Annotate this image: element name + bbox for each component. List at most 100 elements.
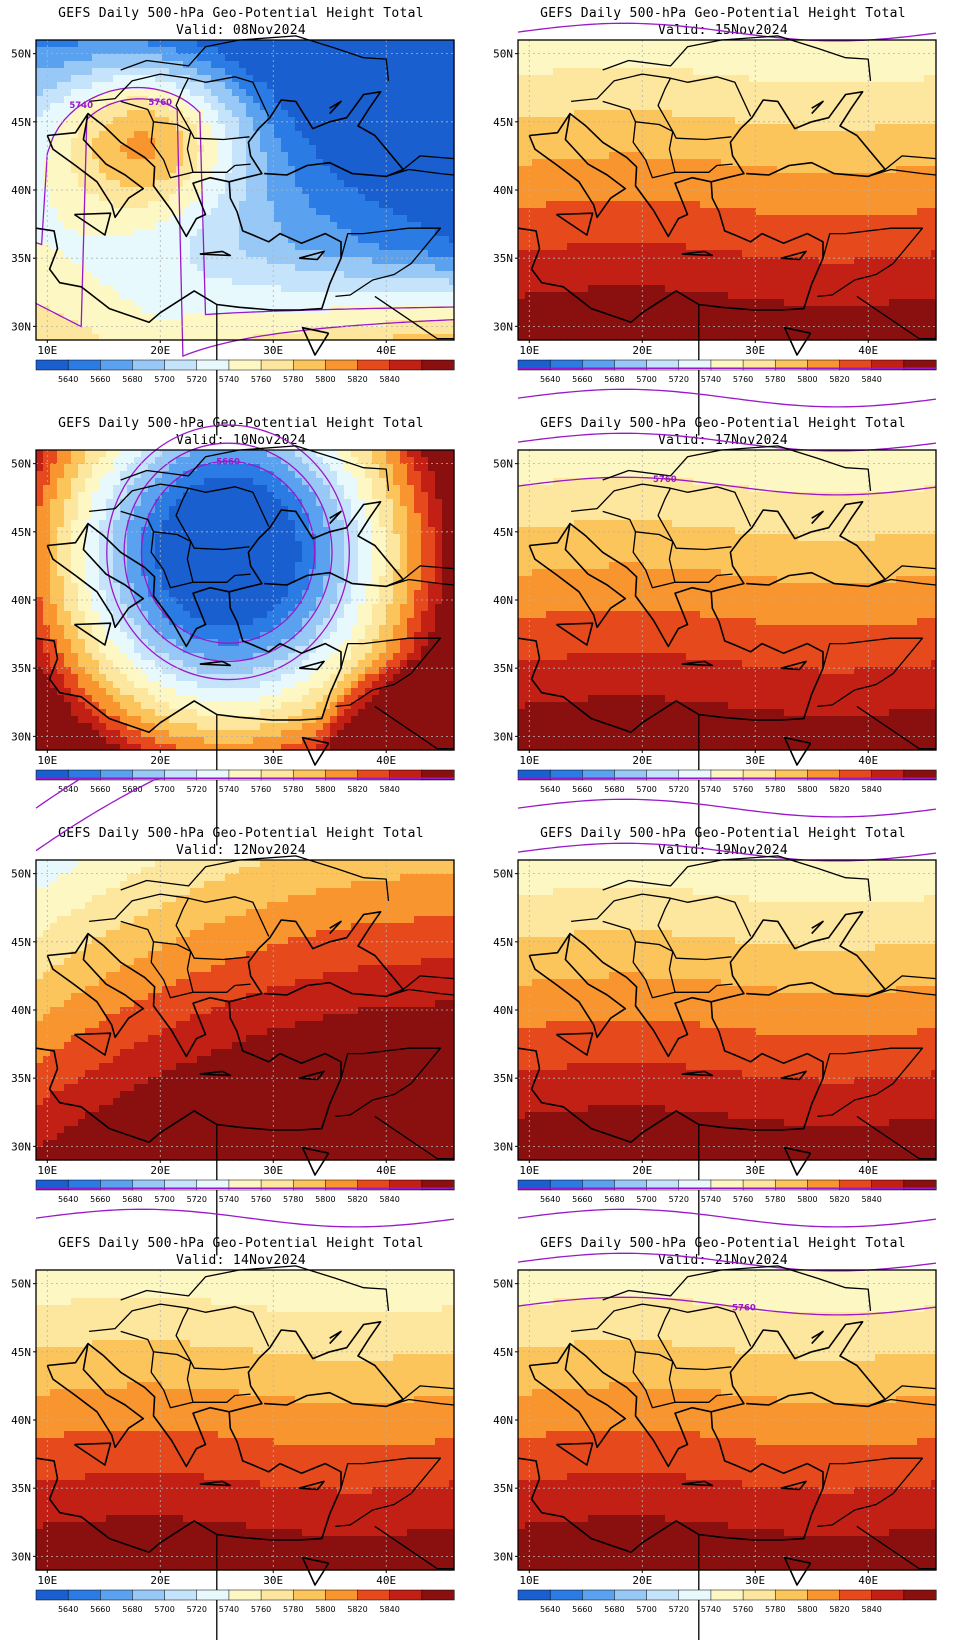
height-fill-cell [574,159,582,167]
height-fill-cell [330,75,338,83]
height-fill-cell [721,229,729,237]
height-fill-cell [253,285,261,293]
height-fill-cell [917,271,925,279]
height-fill-cell [560,138,568,146]
height-fill-cell [351,306,359,314]
height-fill-cell [232,47,240,55]
height-fill-cell [267,208,275,216]
height-fill-cell [183,138,191,146]
height-fill-cell [428,180,436,188]
height-fill-cell [679,285,687,293]
height-fill-cell [253,320,261,328]
height-fill-cell [693,145,701,153]
height-fill-cell [763,68,771,76]
height-fill-cell [931,180,937,188]
height-fill-cell [665,306,673,314]
height-fill-cell [686,117,694,125]
height-fill-cell [239,159,247,167]
height-fill-cell [707,124,715,132]
height-fill-cell [113,117,121,125]
height-fill-cell [588,243,596,251]
height-fill-cell [323,194,331,202]
height-fill-cell [889,82,897,90]
height-fill-cell [85,320,93,328]
height-fill-cell [931,229,937,237]
height-fill-cell [302,334,310,341]
height-fill-cell [99,117,107,125]
height-fill-cell [183,285,191,293]
height-fill-cell [302,243,310,251]
height-fill-cell [309,264,317,272]
height-fill-cell [253,75,261,83]
height-fill-cell [393,47,401,55]
height-fill-cell [407,187,415,195]
height-fill-cell [707,82,715,90]
height-fill-cell [309,89,317,97]
height-fill-cell [847,208,855,216]
height-fill-cell [330,103,338,111]
height-fill-cell [896,47,904,55]
height-fill-cell [141,152,149,160]
height-fill-cell [763,117,771,125]
height-fill-cell [428,138,436,146]
height-fill-cell [134,236,142,244]
height-fill-cell [672,194,680,202]
height-fill-cell [372,278,380,286]
height-fill-cell [812,257,820,265]
height-fill-cell [274,208,282,216]
height-fill-cell [707,145,715,153]
height-fill-cell [393,152,401,160]
height-fill-cell [518,117,526,125]
height-fill-cell [428,208,436,216]
height-fill-cell [826,173,834,181]
height-fill-cell [337,222,345,230]
height-fill-cell [85,313,93,321]
height-fill-cell [442,61,450,69]
height-fill-cell [525,292,533,300]
height-fill-cell [525,201,533,209]
height-fill-cell [190,306,198,314]
height-fill-cell [253,117,261,125]
height-fill-cell [784,285,792,293]
height-fill-cell [225,40,233,48]
height-fill-cell [372,40,380,48]
height-fill-cell [525,166,533,174]
height-fill-cell [302,215,310,223]
height-fill-cell [71,299,79,307]
height-fill-cell [819,271,827,279]
height-fill-cell [428,68,436,76]
height-fill-cell [644,117,652,125]
height-fill-cell [525,152,533,160]
height-fill-cell [43,187,51,195]
height-fill-cell [50,103,58,111]
height-fill-cell [546,159,554,167]
height-fill-cell [875,236,883,244]
height-fill-cell [679,96,687,104]
height-fill-cell [351,257,359,265]
height-fill-cell [43,117,51,125]
height-fill-cell [337,271,345,279]
height-fill-cell [302,40,310,48]
height-fill-cell [728,82,736,90]
height-fill-cell [868,257,876,265]
height-fill-cell [232,201,240,209]
height-fill-cell [232,327,240,335]
height-fill-cell [43,264,51,272]
height-fill-cell [658,194,666,202]
height-fill-cell [595,250,603,258]
height-fill-cell [337,194,345,202]
height-fill-cell [78,40,86,48]
height-fill-cell [644,152,652,160]
height-fill-cell [50,264,58,272]
height-fill-cell [449,292,455,300]
coastline [87,112,230,238]
height-fill-cell [840,68,848,76]
height-fill-cell [581,180,589,188]
height-fill-cell [525,187,533,195]
height-fill-cell [910,194,918,202]
height-fill-cell [127,271,135,279]
height-fill-cell [784,194,792,202]
height-fill-cell [595,236,603,244]
height-fill-cell [630,306,638,314]
height-fill-cell [602,180,610,188]
